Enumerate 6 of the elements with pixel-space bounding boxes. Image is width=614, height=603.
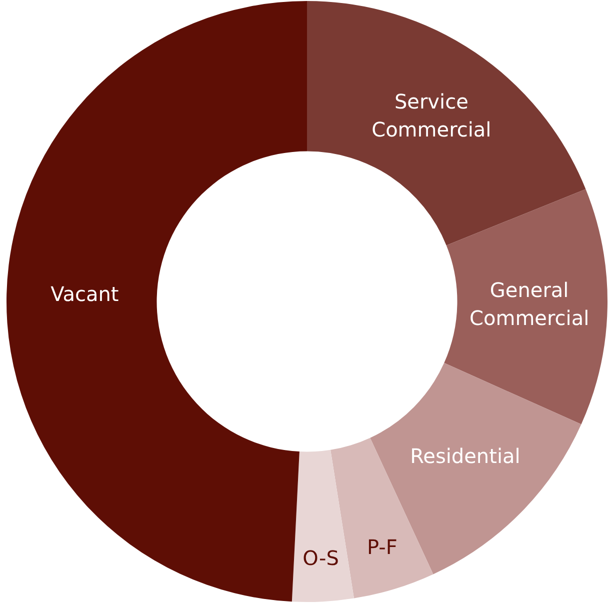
- slice-label: General Commercial: [470, 278, 590, 330]
- slice-label: O-S: [302, 546, 339, 570]
- slice-label: Vacant: [50, 282, 119, 306]
- slice-label: Residential: [410, 444, 520, 468]
- slice-label: Service Commercial: [372, 89, 492, 142]
- slice-label: P-F: [367, 534, 398, 559]
